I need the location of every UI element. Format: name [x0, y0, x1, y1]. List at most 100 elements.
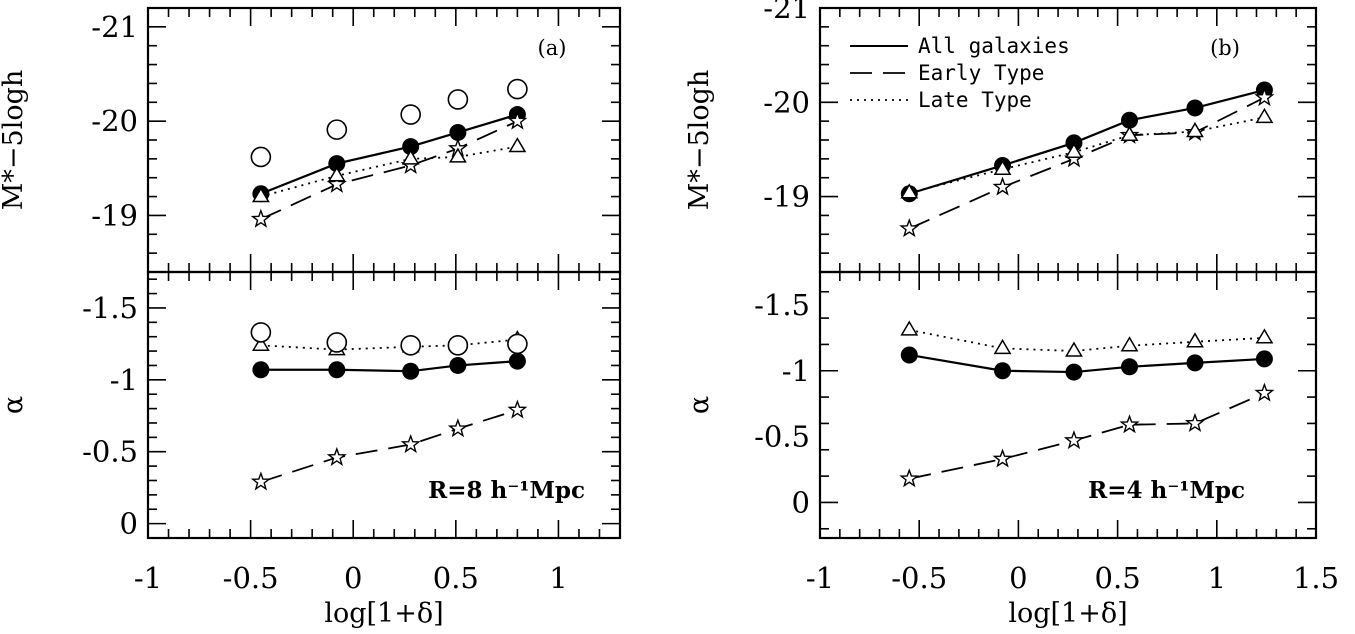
marker-filled-circle — [449, 123, 467, 141]
series-line-solid — [909, 353, 1265, 374]
x-tick-label: 0 — [344, 561, 362, 595]
marker-filled-circle — [252, 361, 270, 379]
subplot-bottom: 0 -0.5 -1 -1.5 α — [684, 270, 1318, 540]
y-axis-title: α — [684, 396, 715, 414]
marker-open-circle — [447, 89, 469, 110]
marker-open-circle — [400, 335, 421, 356]
y-axis-title: M*−5logh — [684, 70, 715, 211]
x-tick-label: 0.5 — [433, 561, 479, 595]
plot-frame — [818, 270, 1318, 540]
marker-open-star — [1119, 414, 1140, 434]
marker-filled-circle — [1065, 363, 1083, 381]
chart-panel-b: -19 -20 -21 M*−5logh 0 -0.5 -1 -1.5 α -1 -0.5 0 0.5 1… — [684, 0, 1339, 629]
marker-filled-circle — [1121, 111, 1139, 129]
marker-open-triangle — [251, 335, 270, 352]
y-tick-label: -19 — [763, 180, 810, 214]
marker-open-star — [899, 468, 920, 488]
marker-open-circle — [250, 322, 272, 343]
marker-filled-circle — [402, 362, 420, 380]
y-axis-title: M*−5logh — [0, 70, 29, 211]
marker-open-triangle — [1255, 107, 1274, 124]
series-line-solid — [260, 113, 518, 195]
y-tick-label: -0.5 — [82, 435, 138, 469]
marker-open-star — [992, 176, 1013, 196]
series-line-dashed — [909, 392, 1265, 480]
x-tick-label: 1 — [1208, 561, 1226, 595]
marker-open-triangle — [1120, 125, 1139, 141]
legend-label: Late Type — [918, 88, 1032, 112]
y-tick-label: 0 — [792, 485, 810, 519]
legend: All galaxies Early Type Late Type — [850, 34, 1070, 112]
marker-open-triangle — [1065, 341, 1083, 357]
marker-filled-circle — [994, 362, 1012, 380]
marker-open-triangle — [1120, 336, 1139, 352]
x-axis-title: log[1+δ] — [324, 598, 443, 629]
marker-open-star — [1254, 382, 1275, 402]
marker-filled-circle — [1121, 358, 1139, 376]
marker-filled-circle — [402, 138, 420, 156]
marker-open-star — [326, 173, 347, 193]
marker-open-triangle — [900, 320, 919, 336]
legend-label: Early Type — [918, 61, 1044, 85]
marker-open-triangle — [401, 149, 420, 165]
x-tick-label: -1 — [134, 561, 162, 595]
marker-filled-circle — [1186, 99, 1204, 117]
marker-open-star — [1254, 87, 1275, 107]
marker-open-triangle — [1065, 142, 1083, 158]
y-tick-label: -1.5 — [82, 291, 138, 325]
marker-filled-circle — [328, 361, 346, 379]
x-tick-label: 1 — [549, 561, 567, 595]
marker-open-star — [507, 110, 528, 130]
chart-panel-a: -19 -20 -21 M*−5logh 0 -0.5 -1 -1.5 α -1 -0.5 0 0.5 1… — [0, 6, 622, 629]
marker-open-triangle — [993, 159, 1012, 175]
marker-open-star — [400, 433, 421, 454]
marker-open-triangle — [1255, 328, 1274, 344]
marker-open-star — [899, 218, 920, 238]
plot-frame — [146, 270, 622, 540]
marker-open-star — [1063, 430, 1084, 450]
y-tick-label: 0 — [120, 507, 138, 541]
y-tick-label: -20 — [763, 85, 810, 119]
subplot-bottom: 0 -0.5 -1 -1.5 α — [0, 270, 622, 541]
subplot-top: -19 -20 -21 M*−5logh — [0, 6, 622, 274]
marker-open-circle — [447, 335, 469, 356]
marker-filled-circle — [1186, 354, 1204, 372]
marker-open-star — [250, 208, 271, 228]
marker-filled-circle — [900, 346, 918, 364]
marker-open-star — [326, 446, 347, 467]
y-tick-label: -1 — [782, 354, 810, 388]
series-line-dashed — [260, 120, 518, 221]
marker-open-circle — [326, 119, 348, 140]
series-line-dashed — [260, 409, 518, 483]
marker-open-triangle — [1186, 332, 1204, 348]
series-line-dotted — [909, 329, 1265, 352]
annotation: R=4 h⁻¹Mpc — [1088, 477, 1245, 504]
x-tick-label: 1.5 — [1293, 561, 1339, 595]
marker-open-star — [507, 399, 528, 419]
y-tick-label: -20 — [91, 104, 138, 138]
marker-open-circle — [507, 333, 528, 355]
panel-label: (a) — [538, 36, 567, 60]
y-tick-label: -21 — [763, 0, 810, 25]
y-tick-label: -19 — [91, 198, 138, 232]
panel-label: (b) — [1210, 36, 1240, 60]
series-line-dotted — [260, 338, 518, 351]
series-line-dotted — [909, 116, 1265, 194]
legend-label: All galaxies — [918, 34, 1070, 58]
marker-open-triangle — [993, 338, 1012, 355]
annotation: R=8 h⁻¹Mpc — [428, 477, 585, 504]
marker-open-triangle — [448, 147, 467, 163]
marker-open-circle — [507, 78, 528, 100]
marker-open-triangle — [327, 166, 346, 182]
x-tick-label: 0.5 — [1095, 561, 1141, 595]
series-line-solid — [908, 88, 1265, 195]
marker-open-star — [992, 448, 1013, 468]
marker-open-triangle — [1186, 122, 1204, 138]
y-axis-title: α — [0, 396, 29, 414]
marker-open-star — [250, 471, 271, 491]
marker-open-star — [447, 418, 468, 438]
marker-open-triangle — [251, 187, 270, 203]
series-line-solid — [260, 360, 518, 373]
series-line-dashed — [908, 96, 1265, 230]
